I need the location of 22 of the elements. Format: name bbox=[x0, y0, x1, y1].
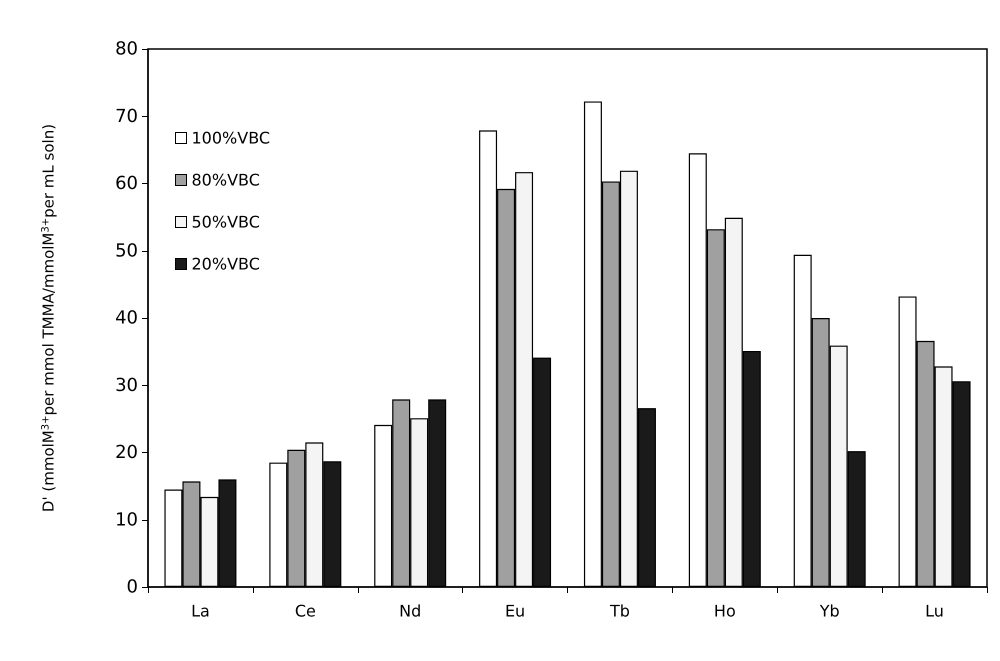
x-tick-label: Nd bbox=[399, 602, 422, 620]
legend-label: 80%VBC bbox=[192, 170, 260, 190]
y-tick-label: 70 bbox=[115, 106, 138, 127]
y-tick-label: 60 bbox=[115, 173, 138, 194]
y-tick-label: 50 bbox=[115, 240, 138, 262]
y-tick-label: 20 bbox=[115, 442, 138, 463]
y-tick-label: 0 bbox=[126, 576, 138, 598]
x-tick-label: Lu bbox=[925, 602, 944, 620]
legend-label: 100%VBC bbox=[192, 128, 270, 148]
legend-label: 50%VBC bbox=[192, 212, 260, 232]
y-tick-label: 30 bbox=[115, 374, 138, 396]
x-tick-label: Eu bbox=[504, 602, 526, 620]
x-tick-label: La bbox=[191, 602, 210, 620]
legend-label: 20%VBC bbox=[192, 254, 260, 274]
y-tick-label: 80 bbox=[115, 38, 138, 60]
y-tick-label: 40 bbox=[115, 308, 138, 328]
x-tick-label: Ce bbox=[294, 602, 316, 620]
x-tick-label: Ho bbox=[714, 602, 736, 620]
x-tick-label: Tb bbox=[608, 602, 630, 620]
y-tick-label: 10 bbox=[115, 509, 138, 530]
x-tick-label: Yb bbox=[818, 602, 840, 620]
y-axis-title: D' (mmolM3+per mmol TMMA/mmolM3+per mL soln) bbox=[40, 124, 58, 512]
